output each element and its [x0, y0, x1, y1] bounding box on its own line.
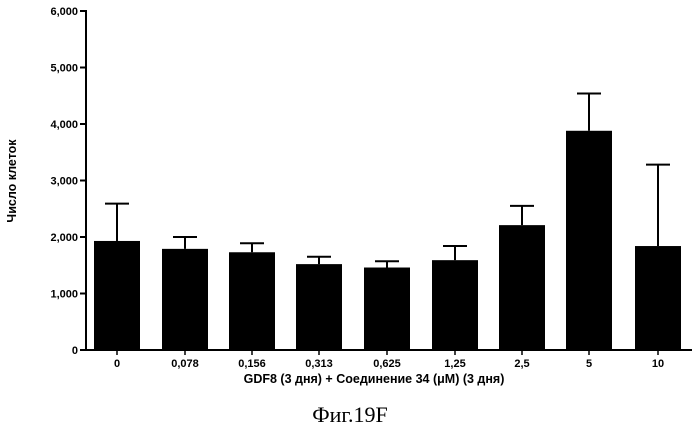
y-axis-title: Число клеток	[5, 139, 19, 223]
x-tick-label: 1,25	[444, 358, 465, 370]
x-tick-label: 0,625	[373, 358, 401, 370]
y-tick-label: 2,000	[50, 232, 78, 244]
y-tick-label: 3,000	[50, 176, 78, 188]
x-tick-label: 10	[652, 358, 664, 370]
bar	[566, 131, 612, 350]
bar	[229, 252, 275, 350]
x-tick-label: 0,078	[171, 358, 199, 370]
bar	[432, 260, 478, 350]
y-tick-label: 5,000	[50, 63, 78, 75]
y-tick-label: 6,000	[50, 6, 78, 18]
y-tick-label: 0	[72, 345, 78, 357]
bar	[162, 249, 208, 350]
y-axis: 0 1,000 2,000 3,000 4,000 5,000 6,000	[50, 6, 86, 357]
bar	[94, 241, 140, 350]
figure-caption: Фиг.19F	[312, 402, 387, 427]
y-tick-label: 4,000	[50, 119, 78, 131]
bar	[499, 225, 545, 350]
x-axis: 0 0,078 0,156 0,313 0,625 1,25 2,5 5 10	[86, 350, 692, 370]
bar	[635, 246, 681, 350]
bar	[364, 268, 410, 350]
x-tick-label: 2,5	[514, 358, 529, 370]
y-tick-label: 1,000	[50, 289, 78, 301]
x-tick-label: 0,156	[238, 358, 266, 370]
bars	[94, 93, 681, 350]
x-axis-title: GDF8 (3 дня) + Соединение 34 (μM) (3 дня…	[244, 372, 505, 386]
x-tick-label: 5	[586, 358, 592, 370]
x-tick-label: 0	[114, 358, 120, 370]
x-tick-label: 0,313	[305, 358, 333, 370]
bar	[296, 264, 342, 350]
